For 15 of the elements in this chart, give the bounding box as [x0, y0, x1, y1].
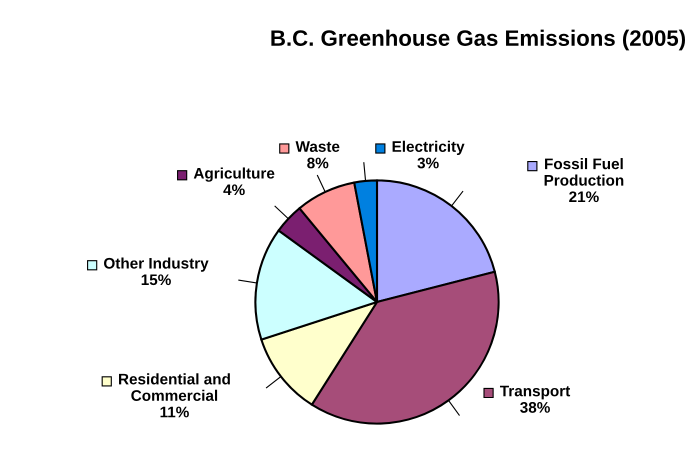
chart-title: B.C. Greenhouse Gas Emissions (2005) [271, 30, 686, 50]
legend-label: Transport [500, 386, 570, 400]
data-label: 3% [417, 158, 439, 168]
legend-label: Waste [296, 141, 340, 152]
data-label: 38% [520, 402, 550, 413]
data-label: 4% [223, 184, 245, 196]
legend-label: Other Industry [104, 257, 209, 272]
data-label: 21% [569, 191, 599, 202]
data-label: 8% [307, 158, 328, 168]
legend-label: Agriculture [194, 167, 274, 182]
legend-label: Fossil Fuel Production [544, 158, 624, 186]
legend-label: Electricity [392, 140, 465, 155]
data-label: 11% [160, 406, 189, 418]
legend-label: Residential and Commercial [119, 373, 230, 401]
data-label: 15% [142, 274, 171, 286]
